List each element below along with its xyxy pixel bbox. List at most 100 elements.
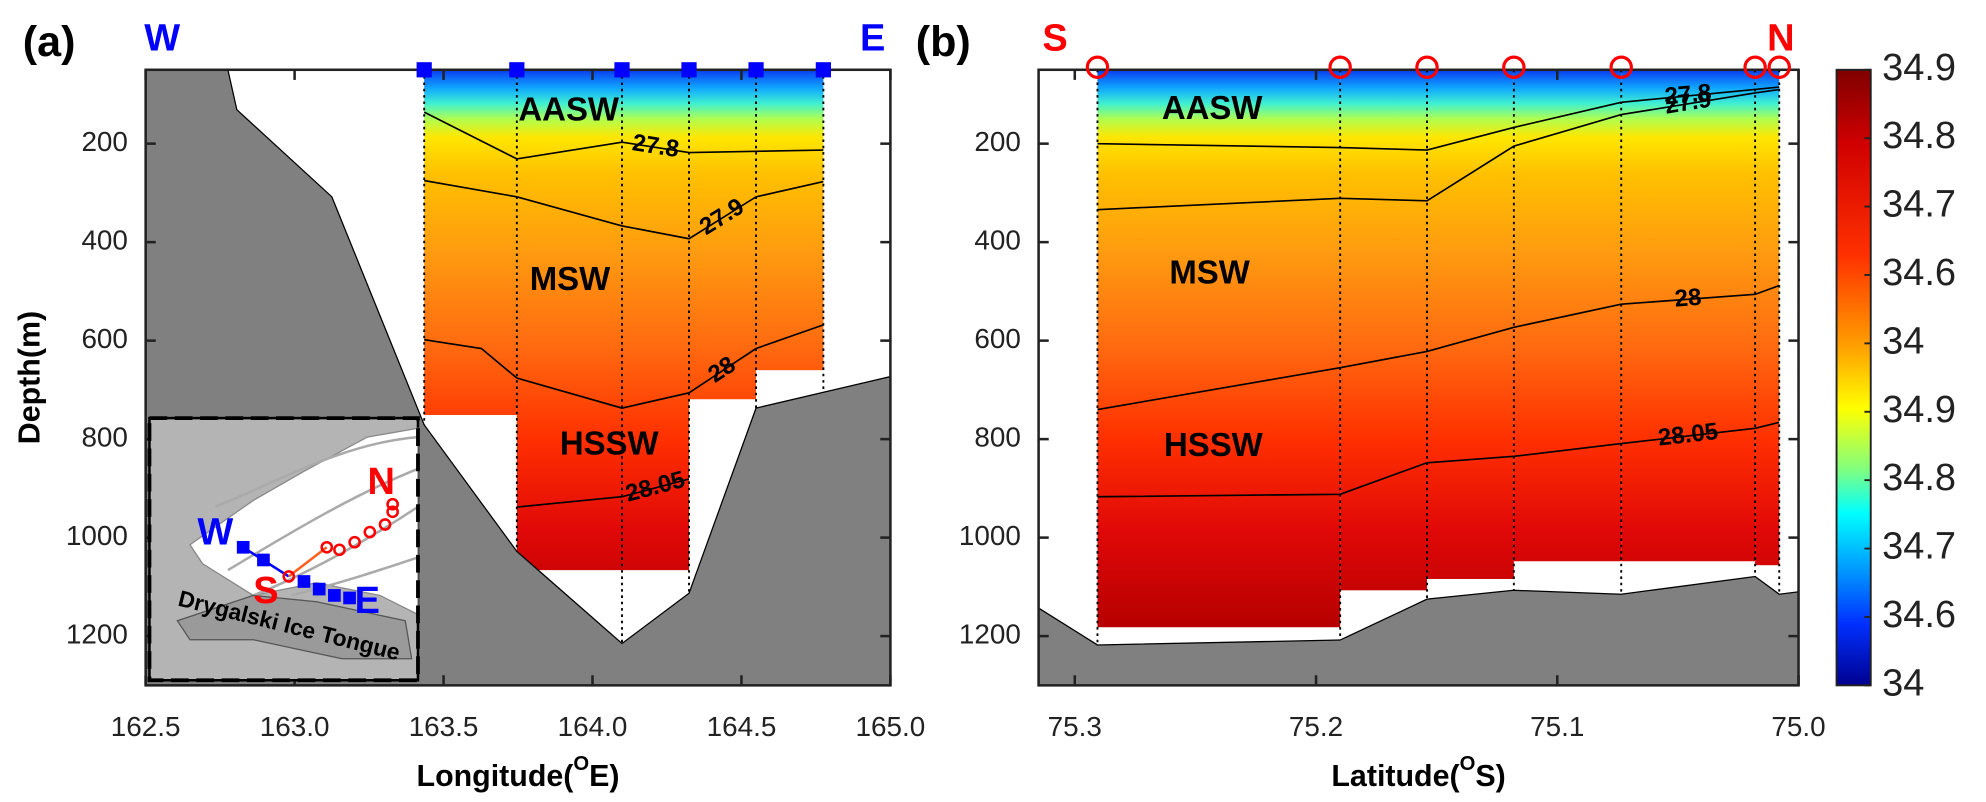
inset-contour xyxy=(291,556,419,597)
x-tick-label: 75.3 xyxy=(1048,711,1102,742)
station-marker xyxy=(1767,55,1791,79)
colorbar-tick-label: 34.7 xyxy=(1882,184,1956,226)
colorbar-tick-label: 34.8 xyxy=(1882,457,1956,499)
isopycnal-label: 28 xyxy=(1674,284,1703,313)
station-marker xyxy=(1328,55,1352,79)
isopycnal xyxy=(1097,284,1780,411)
colorbar-tick-label: 34.9 xyxy=(1882,389,1956,431)
salinity-field xyxy=(689,69,757,400)
x-axis-title: Latitude(OS) xyxy=(1331,754,1505,793)
colorbar-tick-label: 34 xyxy=(1882,662,1924,704)
inset-border xyxy=(147,416,420,683)
isopycnal xyxy=(1097,86,1780,151)
x-axis-title-sup: O xyxy=(1460,754,1476,776)
inset-station xyxy=(333,543,346,557)
x-tick-label: 162.5 xyxy=(111,711,181,742)
salinity-field xyxy=(1755,69,1780,566)
water-mass-label: HSSW xyxy=(1164,426,1264,463)
station-marker xyxy=(748,62,764,78)
inset-label: W xyxy=(197,512,233,554)
salinity-field xyxy=(1097,69,1341,628)
water-mass-label: AASW xyxy=(1162,89,1264,126)
water-mass-label: MSW xyxy=(530,260,611,297)
inset-label: N xyxy=(368,461,395,503)
colorbar-tick-label: 34.6 xyxy=(1882,594,1956,636)
y-tick-label: 1000 xyxy=(959,520,1021,551)
y-tick-label: 1200 xyxy=(66,618,128,649)
inset-station xyxy=(343,591,356,605)
y-tick-label: 400 xyxy=(81,225,127,256)
x-tick-label: 163.5 xyxy=(409,711,479,742)
x-tick-label: 163.0 xyxy=(260,711,330,742)
inset-station xyxy=(320,540,334,554)
salinity-field xyxy=(1340,69,1428,591)
inset-contour xyxy=(227,467,419,572)
y-axis-title: Depth(m) xyxy=(13,311,47,444)
y-tick-label: 1000 xyxy=(66,520,128,551)
y-tick-label: 800 xyxy=(974,421,1020,452)
water-mass-label: AASW xyxy=(518,90,620,127)
x-axis-title: Longitude(OE) xyxy=(417,754,620,793)
colorbar-tick-label: 34.9 xyxy=(1882,47,1956,89)
colorbar-tick-label: 34.6 xyxy=(1882,252,1956,294)
x-tick-label: 75.1 xyxy=(1530,711,1584,742)
x-axis-title-part: Longitude( xyxy=(417,759,575,793)
inset-station xyxy=(282,570,296,583)
colorbar-tick-label: 34.8 xyxy=(1882,115,1956,157)
isopycnal xyxy=(424,179,824,240)
salinity-field xyxy=(1621,69,1756,562)
y-tick-label: 1200 xyxy=(959,618,1021,649)
panel-label: (a) xyxy=(23,18,76,66)
station-marker xyxy=(815,62,831,78)
x-axis-title-sup: O xyxy=(573,754,589,776)
salinity-field xyxy=(756,69,824,371)
inset-station xyxy=(297,575,311,588)
y-tick-label: 200 xyxy=(81,126,127,157)
direction-label: E xyxy=(860,18,885,60)
inset-label: S xyxy=(253,570,278,612)
isopycnal xyxy=(423,111,824,160)
station-marker xyxy=(1415,55,1439,79)
x-axis-title-part: Latitude( xyxy=(1331,759,1460,793)
inset-label: E xyxy=(355,580,380,622)
inset-station xyxy=(363,525,377,539)
x-tick-label: 75.2 xyxy=(1289,711,1343,742)
x-axis-title-part: S) xyxy=(1475,759,1505,793)
salinity-field xyxy=(516,69,622,571)
station-marker xyxy=(509,62,525,78)
inset-contour xyxy=(214,435,419,508)
station-marker xyxy=(1502,55,1526,79)
inset-track xyxy=(288,546,328,578)
salinity-field xyxy=(621,69,690,571)
x-tick-label: 164.5 xyxy=(707,711,777,742)
water-mass-label: HSSW xyxy=(560,425,660,462)
inset-station xyxy=(257,553,270,567)
isopycnal xyxy=(1097,421,1780,498)
y-tick-label: 600 xyxy=(974,323,1020,354)
salinity-field xyxy=(424,69,517,415)
isopycnal xyxy=(1097,88,1780,211)
panel-label: (b) xyxy=(916,18,971,66)
station-marker xyxy=(614,62,630,78)
inset-station xyxy=(328,589,341,602)
inset-station xyxy=(312,582,326,596)
colorbar-tick-label: 34.7 xyxy=(1882,526,1956,568)
water-mass-label: MSW xyxy=(1169,254,1250,291)
y-tick-label: 800 xyxy=(81,421,127,452)
inset-ice-tongue xyxy=(176,594,413,660)
inset-station xyxy=(348,535,361,549)
station-marker xyxy=(1743,55,1767,79)
x-tick-label: 164.0 xyxy=(558,711,628,742)
colorbar-tick-label: 34 xyxy=(1882,320,1924,362)
station-marker xyxy=(416,62,432,78)
direction-label: S xyxy=(1042,18,1067,60)
inset-station xyxy=(378,518,392,531)
x-tick-label: 165.0 xyxy=(856,711,926,742)
station-marker xyxy=(1609,55,1633,79)
isopycnal xyxy=(516,478,690,508)
x-tick-label: 75.0 xyxy=(1771,711,1825,742)
x-axis-title-part: E) xyxy=(589,759,619,793)
